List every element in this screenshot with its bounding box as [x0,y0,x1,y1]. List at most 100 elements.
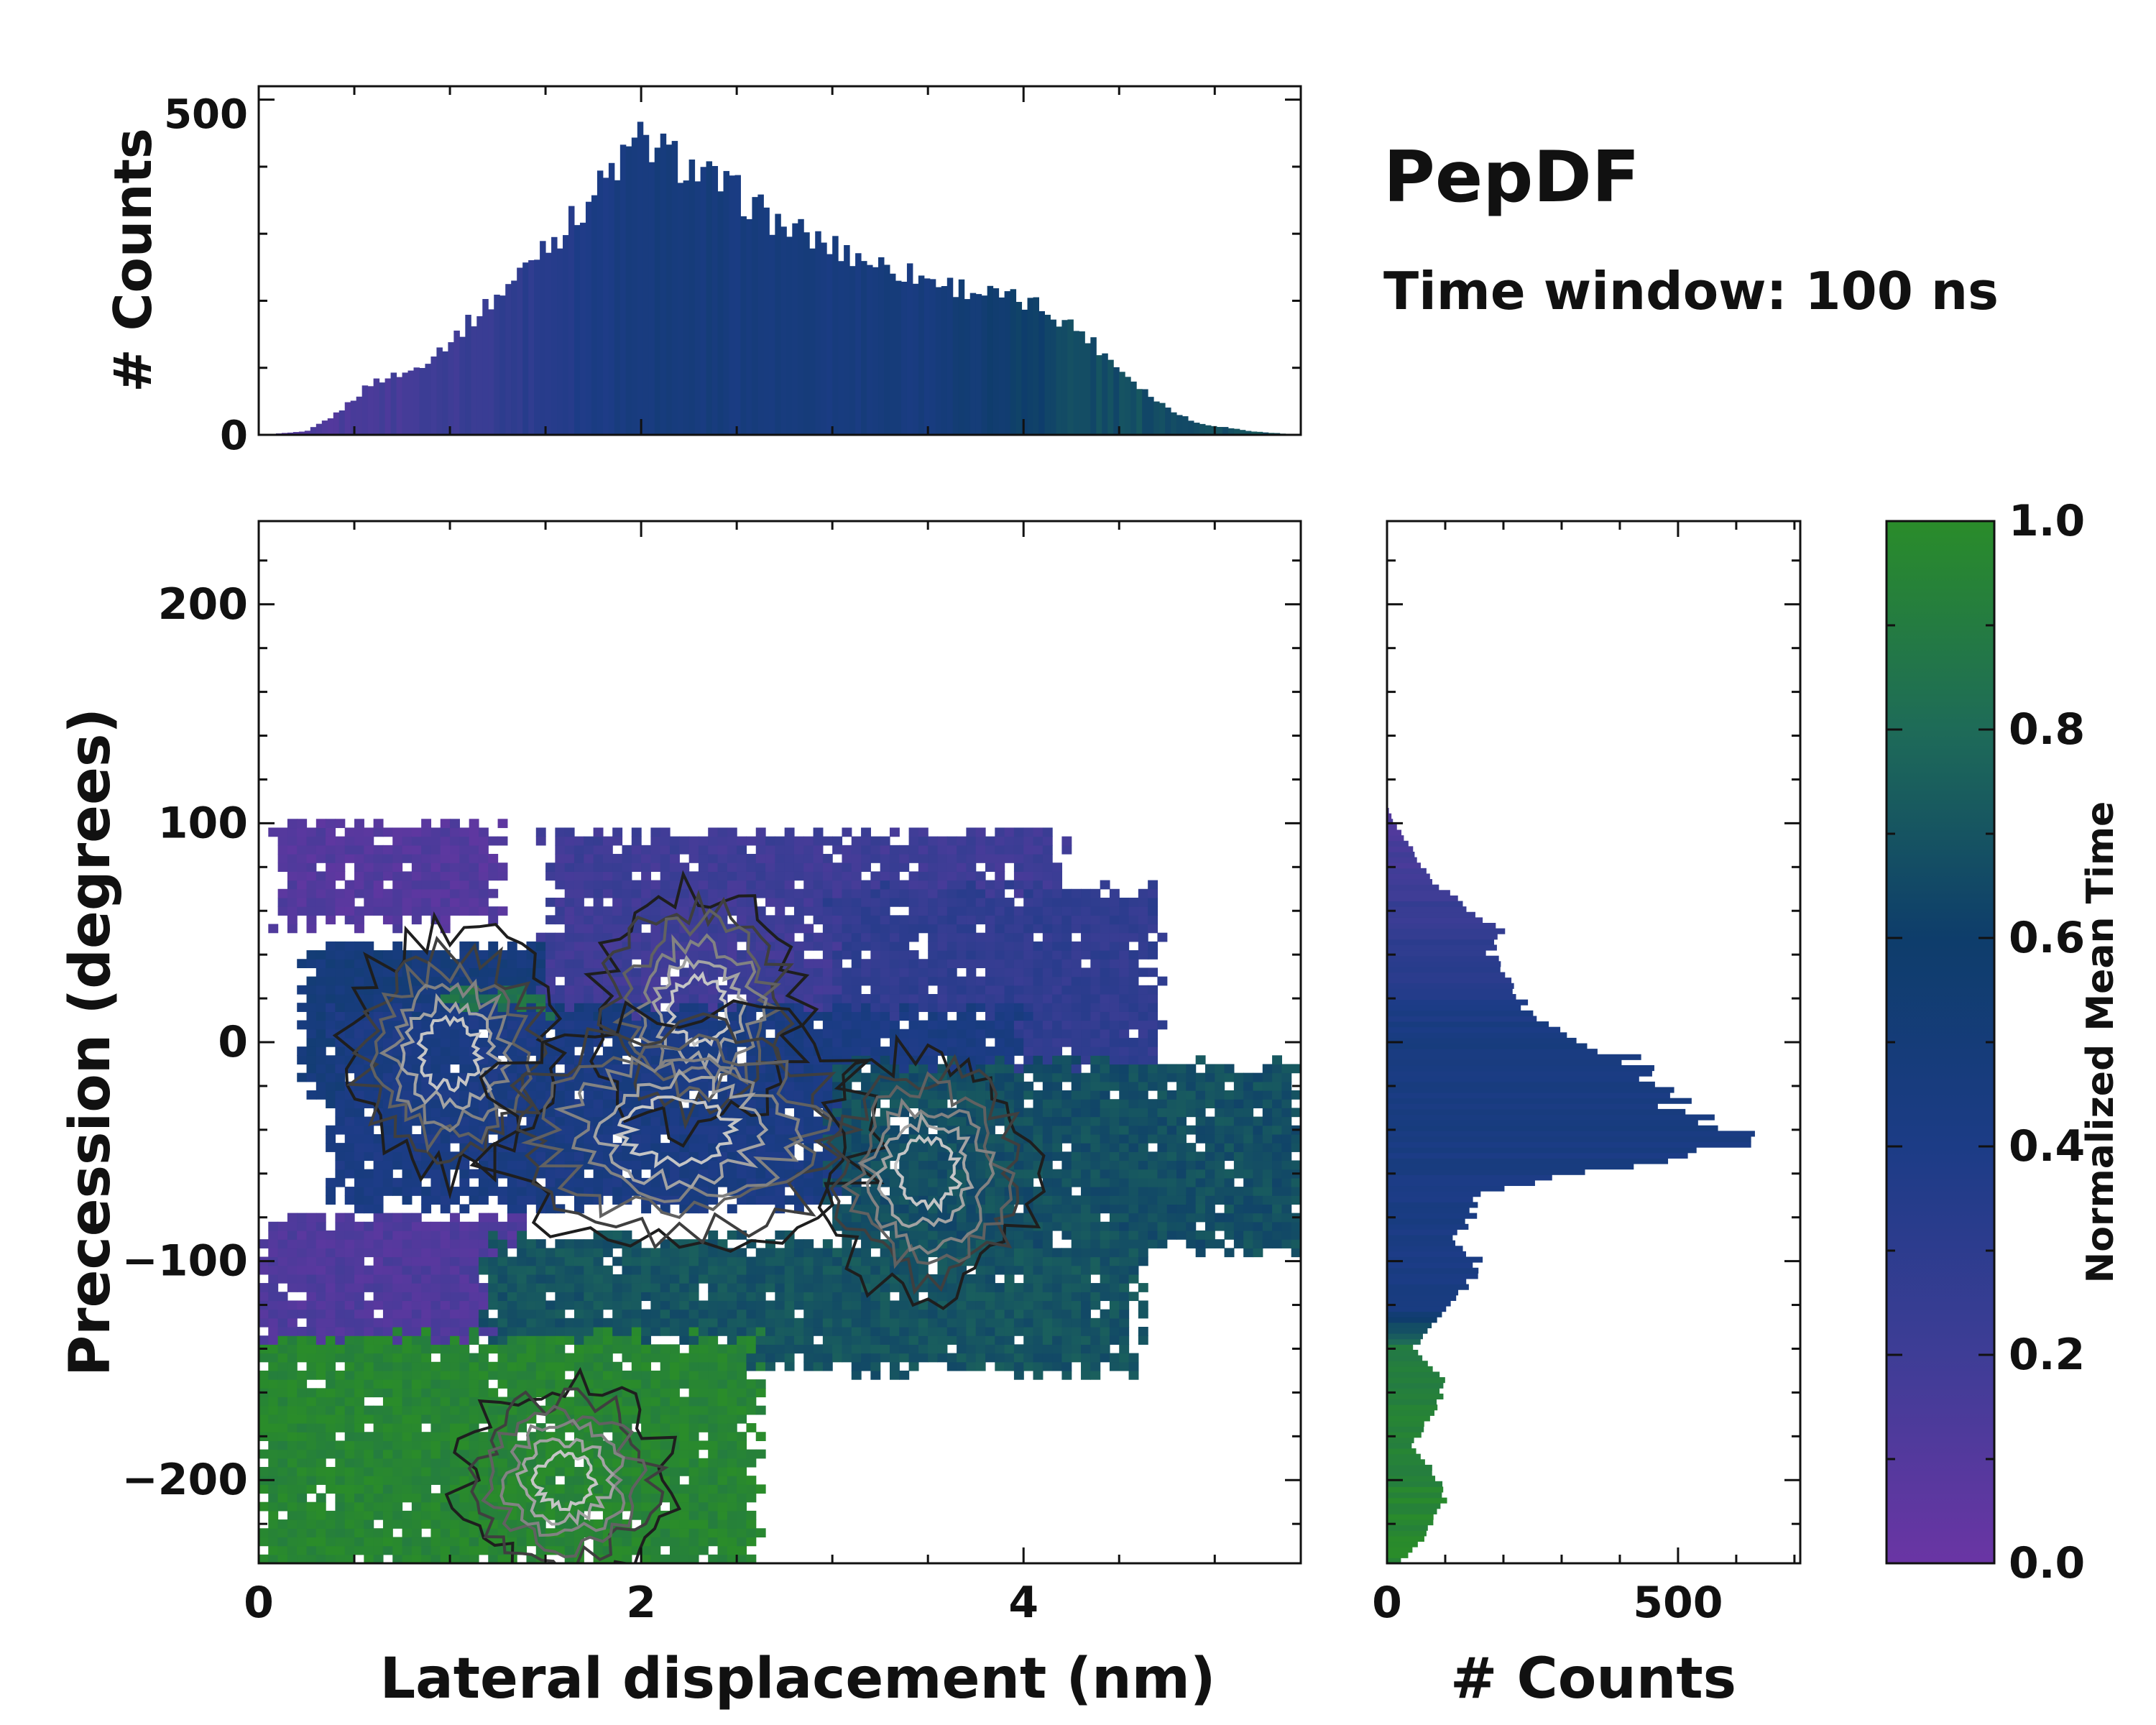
top-histogram-bar [338,410,346,435]
heatmap-cell [402,1239,413,1248]
heatmap-cell [660,1440,671,1450]
heatmap-cell [775,1125,786,1135]
heatmap-cell [832,915,843,925]
heatmap-cell [775,845,786,855]
heatmap-cell [708,1169,719,1179]
heatmap-cell [297,1545,308,1555]
heatmap-cell [326,1265,336,1275]
top-histogram-bar [923,278,931,435]
heatmap-cell [813,1300,824,1310]
heatmap-cell [459,888,470,898]
heatmap-cell [382,1414,393,1424]
heatmap-cell [287,1432,298,1442]
heatmap-cell [450,1458,460,1468]
heatmap-cell [411,1335,422,1345]
heatmap-cell [573,1493,584,1503]
heatmap-cell [315,1248,326,1258]
heatmap-cell [392,827,403,837]
heatmap-cell [277,1397,288,1407]
heatmap-cell [354,1370,364,1380]
heatmap-cell [354,1501,364,1512]
heatmap-cell [708,1397,719,1407]
heatmap-cell [622,1248,632,1258]
heatmap-cell [507,1265,517,1275]
heatmap-cell [450,1265,460,1275]
heatmap-cell [354,915,364,925]
heatmap-cell [478,1432,489,1442]
heatmap-cell [679,1449,690,1459]
heatmap-cell [793,1265,804,1275]
heatmap-cell [364,1388,374,1398]
heatmap-cell [861,888,871,898]
heatmap-cell [573,1011,584,1021]
heatmap-cell [727,1327,737,1336]
heatmap-cell [382,845,393,855]
heatmap-cell [679,1300,690,1310]
heatmap-cell [717,1292,728,1302]
heatmap-cell [880,1300,890,1310]
heatmap-cell [364,976,374,986]
heatmap-cell [793,1317,804,1328]
heatmap-cell [440,959,451,969]
heatmap-cell [306,1011,317,1021]
top-histogram-bar [563,235,569,435]
heatmap-cell [870,1335,881,1345]
top-histogram-bar [511,280,517,435]
heatmap-cell [784,1090,795,1100]
heatmap-cell [526,1353,537,1363]
heatmap-cell [928,1335,939,1345]
heatmap-cell [755,845,766,855]
heatmap-cell [517,1361,528,1371]
heatmap-cell [899,932,910,942]
top-histogram-bar [1010,289,1017,435]
heatmap-cell [259,1449,269,1459]
heatmap-cell [775,1309,786,1319]
heatmap-cell [899,897,910,907]
heatmap-cell [411,1466,422,1476]
heatmap-cell [344,1029,355,1039]
heatmap-cell [440,1064,451,1074]
heatmap-cell [698,1143,709,1152]
heatmap-cell [698,1046,709,1056]
heatmap-cell [670,1317,680,1328]
heatmap-cell [315,1414,326,1424]
heatmap-cell [335,1011,346,1021]
heatmap-cell [459,1274,470,1284]
heatmap-cell [564,985,575,995]
heatmap-cell [459,1221,470,1231]
heatmap-cell [679,897,690,907]
heatmap-cell [803,862,814,872]
heatmap-cell [650,1116,661,1126]
heatmap-cell [440,1554,451,1563]
heatmap-cell [450,1423,460,1432]
heatmap-cell [287,845,298,855]
heatmap-cell [737,1256,747,1266]
heatmap-cell [392,1405,403,1415]
heatmap-cell [440,1133,451,1144]
heatmap-cell [344,1327,355,1336]
heatmap-cell [851,967,862,978]
heatmap-cell [402,1081,413,1091]
heatmap-cell [364,897,374,907]
heatmap-cell [602,924,613,934]
heatmap-cell [344,1554,355,1563]
heatmap-cell [354,1537,364,1547]
heatmap-cell [497,1317,508,1328]
heatmap-cell [517,1256,528,1266]
heatmap-cell [450,1256,460,1266]
heatmap-cell [335,888,346,898]
heatmap-cell [584,888,594,898]
heatmap-cell [593,932,604,942]
heatmap-cell [928,1037,939,1047]
heatmap-cell [287,1309,298,1319]
heatmap-cell [564,1317,575,1328]
heatmap-cell [593,1379,604,1389]
heatmap-cell [813,1309,824,1319]
heatmap-cell [708,1248,719,1258]
heatmap-cell [650,1414,661,1424]
heatmap-cell [698,1397,709,1407]
heatmap-cell [440,1055,451,1065]
heatmap-cell [373,967,384,978]
top-histogram-bar [826,254,833,435]
heatmap-cell [765,1361,775,1371]
